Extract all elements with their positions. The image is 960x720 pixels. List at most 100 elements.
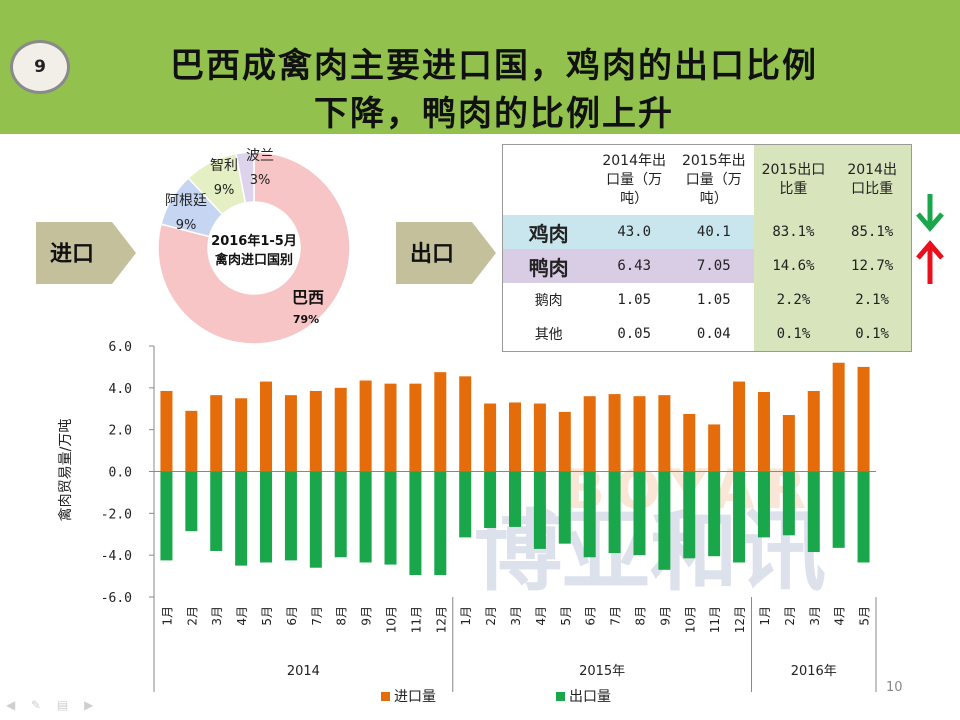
export-bar-15 <box>533 471 546 549</box>
export-bar-1 <box>185 471 198 532</box>
x-tick-label: 4月 <box>833 606 847 626</box>
x-tick-label: 7月 <box>310 606 324 626</box>
header-2014-share-line-1: 2014出 <box>847 162 897 178</box>
header-2014-share-line-2: 口比重 <box>851 181 894 197</box>
import-bar-11 <box>434 372 447 472</box>
x-tick-label: 10月 <box>385 606 399 633</box>
y-tick-label: 6.0 <box>109 340 132 355</box>
row-label-chicken: 鸡肉 <box>502 215 595 249</box>
trend-arrows <box>916 194 944 284</box>
export-bar-24 <box>757 471 770 538</box>
x-tick-label: 5月 <box>858 606 872 626</box>
slideshow-nav-icons[interactable]: ◀ ✎ ▤ ▶ <box>6 698 100 712</box>
import-bar-18 <box>608 394 621 472</box>
import-bar-7 <box>334 387 347 472</box>
import-bar-21 <box>683 413 696 472</box>
down-arrow-icon <box>916 194 944 232</box>
export-bar-11 <box>434 471 447 576</box>
cell-duck-2015: 7.05 <box>673 249 754 283</box>
export-bar-19 <box>633 471 646 556</box>
cell-chicken-2014: 43.0 <box>594 215 674 249</box>
export-bar-16 <box>558 471 571 544</box>
donut-label-brazil: 巴西 <box>292 288 324 307</box>
x-tick-label: 1月 <box>459 606 473 626</box>
import-bar-19 <box>633 396 646 472</box>
cell-goose-2015: 1.05 <box>696 292 731 308</box>
x-tick-label: 2月 <box>783 606 797 626</box>
cell-goose-share-2014: 2.1% <box>833 283 912 317</box>
y-tick-label: 2.0 <box>109 424 132 439</box>
header-2014-line-2: 口量（万 <box>606 171 663 188</box>
slide-title-line-2: 下降，鸭肉的比例上升 <box>314 94 674 134</box>
import-bar-22 <box>708 424 721 472</box>
x-group-label: 2015年 <box>579 664 625 679</box>
x-tick-label: 2月 <box>185 606 199 626</box>
donut-title-line-2: 禽肉进口国别 <box>214 252 293 268</box>
import-bar-13 <box>484 403 497 472</box>
import-bar-24 <box>757 392 770 472</box>
export-bar-9 <box>384 471 397 565</box>
donut-label-poland: 波兰 <box>246 148 274 164</box>
cell-goose-2014: 1.05 <box>617 292 652 308</box>
export-bar-7 <box>334 471 347 558</box>
chart-x-labels: 1月 2月 3月 4月 5月 6月 7月 8月 9月 10月 11月 12月 1月 2月 3月 4月 5月 6月 7… <box>153 597 877 692</box>
slide-title-line-1: 巴西成禽肉主要进口国，鸡肉的出口比例 <box>170 46 818 86</box>
export-bar-3 <box>235 471 248 566</box>
x-tick-label: 1月 <box>758 606 772 626</box>
import-bar-5 <box>284 395 297 472</box>
import-bar-10 <box>409 383 422 472</box>
import-bar-17 <box>583 396 596 472</box>
donut-slices <box>157 151 351 345</box>
header-2015-export: 2015年出 口量（万 吨） <box>674 145 754 216</box>
import-bar-28 <box>857 366 870 472</box>
page-number: 10 <box>886 680 903 695</box>
export-bar-0 <box>160 471 173 561</box>
legend-label-export: 出口量 <box>569 689 611 705</box>
export-chevron-label: 出口 <box>410 242 455 267</box>
export-bar-20 <box>658 471 671 570</box>
export-bar-10 <box>409 471 422 576</box>
import-bar-6 <box>309 390 322 472</box>
table-row-other: 其他 0.05 0.04 0.1% 0.1% <box>503 317 912 352</box>
import-bar-4 <box>260 381 273 472</box>
import-bar-12 <box>459 376 472 472</box>
x-tick-label: 11月 <box>409 606 423 633</box>
header-band <box>0 0 960 134</box>
export-bar-23 <box>733 471 746 563</box>
x-tick-label: 3月 <box>509 606 523 626</box>
x-tick-label: 3月 <box>210 606 224 626</box>
x-tick-label: 7月 <box>609 606 623 626</box>
cell-other-share-2015: 0.1% <box>753 317 834 352</box>
import-chevron-label: 进口 <box>50 242 95 267</box>
trade-volume-chart: 博亚和讯 BOYAR 6.0 4.0 2.0 0.0 -2.0 -4.0 -6.0 1月 2月… <box>57 340 877 705</box>
slide-number-badge: 9 <box>10 40 70 94</box>
import-bar-16 <box>558 411 571 472</box>
import-bar-20 <box>658 395 671 472</box>
export-bar-28 <box>857 471 870 563</box>
export-bar-5 <box>284 471 297 561</box>
x-tick-label: 4月 <box>235 606 249 626</box>
donut-pct-brazil: 79% <box>293 313 319 326</box>
x-tick-label: 5月 <box>260 606 274 626</box>
donut-slice-3 <box>235 151 255 204</box>
export-bar-18 <box>608 471 621 554</box>
cell-goose-share-2015: 2.2% <box>753 283 834 317</box>
header-2015-share-line-2: 比重 <box>779 181 808 197</box>
legend-swatch-import <box>381 692 390 701</box>
header-2015-line-2: 口量（万 <box>685 171 742 188</box>
export-table: 2014年出 口量（万 吨） 2015年出 口量（万 吨） 2015出口 比重 … <box>502 144 912 352</box>
import-bar-27 <box>832 362 845 472</box>
x-tick-label: 8月 <box>335 606 349 626</box>
import-bar-14 <box>509 402 521 472</box>
import-bar-2 <box>210 395 223 472</box>
y-tick-label: 4.0 <box>109 382 132 397</box>
export-bar-27 <box>832 471 845 548</box>
chart-legend: 进口量 出口量 <box>381 689 611 705</box>
table-row-duck: 鸭肉 6.43 7.05 14.6% 12.7% <box>502 249 912 283</box>
x-tick-label: 6月 <box>584 606 598 626</box>
donut-pct-argentina: 9% <box>176 218 197 233</box>
import-bar-15 <box>533 403 546 472</box>
export-bar-2 <box>210 471 223 551</box>
cell-duck-2014: 6.43 <box>594 249 674 283</box>
export-bar-21 <box>683 471 696 559</box>
